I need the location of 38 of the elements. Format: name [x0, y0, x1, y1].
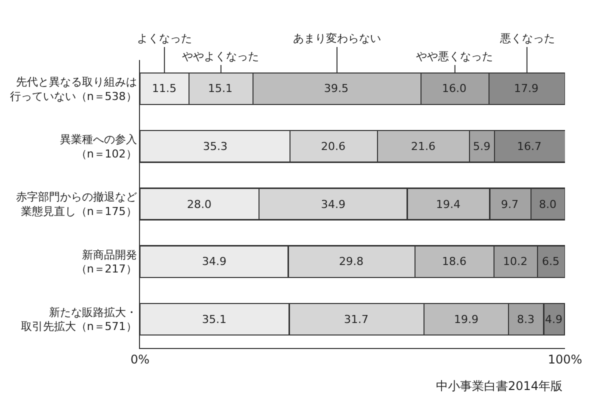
text: 中小事業白書2014年版: [436, 379, 563, 393]
data-label: 20.6: [321, 140, 346, 153]
data-label: 16.0: [442, 82, 466, 95]
y-tick-label: 異業種への参入（n＝102）: [60, 133, 137, 160]
y-tick-label: 赤字部門からの撤退など業態見直し（n＝175）: [16, 190, 137, 218]
data-label: 6.5: [542, 255, 560, 268]
text: 悪くなった: [499, 32, 555, 45]
data-label: 4.9: [545, 313, 562, 326]
data-label: 15.1: [208, 82, 232, 95]
data-label: 19.4: [436, 198, 460, 211]
data-label: 16.7: [517, 140, 542, 153]
data-label: 29.8: [339, 255, 364, 268]
series-label: ややよくなった: [182, 50, 259, 63]
data-label: 34.9: [202, 255, 226, 268]
data-label: 5.9: [473, 140, 490, 153]
data-label: 35.1: [202, 313, 226, 326]
data-label: 39.5: [324, 82, 348, 95]
data-label: 11.5: [152, 82, 176, 95]
series-label: やや悪くなった: [416, 50, 493, 63]
y-tick-label: 新商品開発（n＝217）: [76, 248, 137, 276]
data-label: 10.2: [503, 255, 528, 268]
x-tick-label: 0%: [130, 352, 150, 366]
data-label: 21.6: [411, 140, 436, 153]
data-label: 18.6: [442, 255, 466, 268]
data-label: 9.7: [501, 198, 518, 211]
data-label: 34.9: [321, 198, 346, 211]
x-tick-label: 100%: [548, 352, 582, 366]
data-label: 31.7: [344, 313, 368, 326]
data-label: 19.9: [454, 313, 478, 326]
y-tick-label: 先代と異なる取り組みは行っていない（n＝538）: [10, 76, 137, 103]
text: あまり変わらない: [293, 32, 381, 45]
data-label: 35.3: [203, 140, 228, 153]
text: よくなった: [137, 32, 192, 45]
data-label: 28.0: [187, 198, 212, 211]
y-tick-label: 新たな販路拡大・取引先拡大（n＝571）: [20, 306, 137, 334]
data-label: 8.0: [539, 198, 556, 211]
data-label: 17.9: [514, 82, 538, 95]
data-label: 8.3: [517, 313, 534, 326]
